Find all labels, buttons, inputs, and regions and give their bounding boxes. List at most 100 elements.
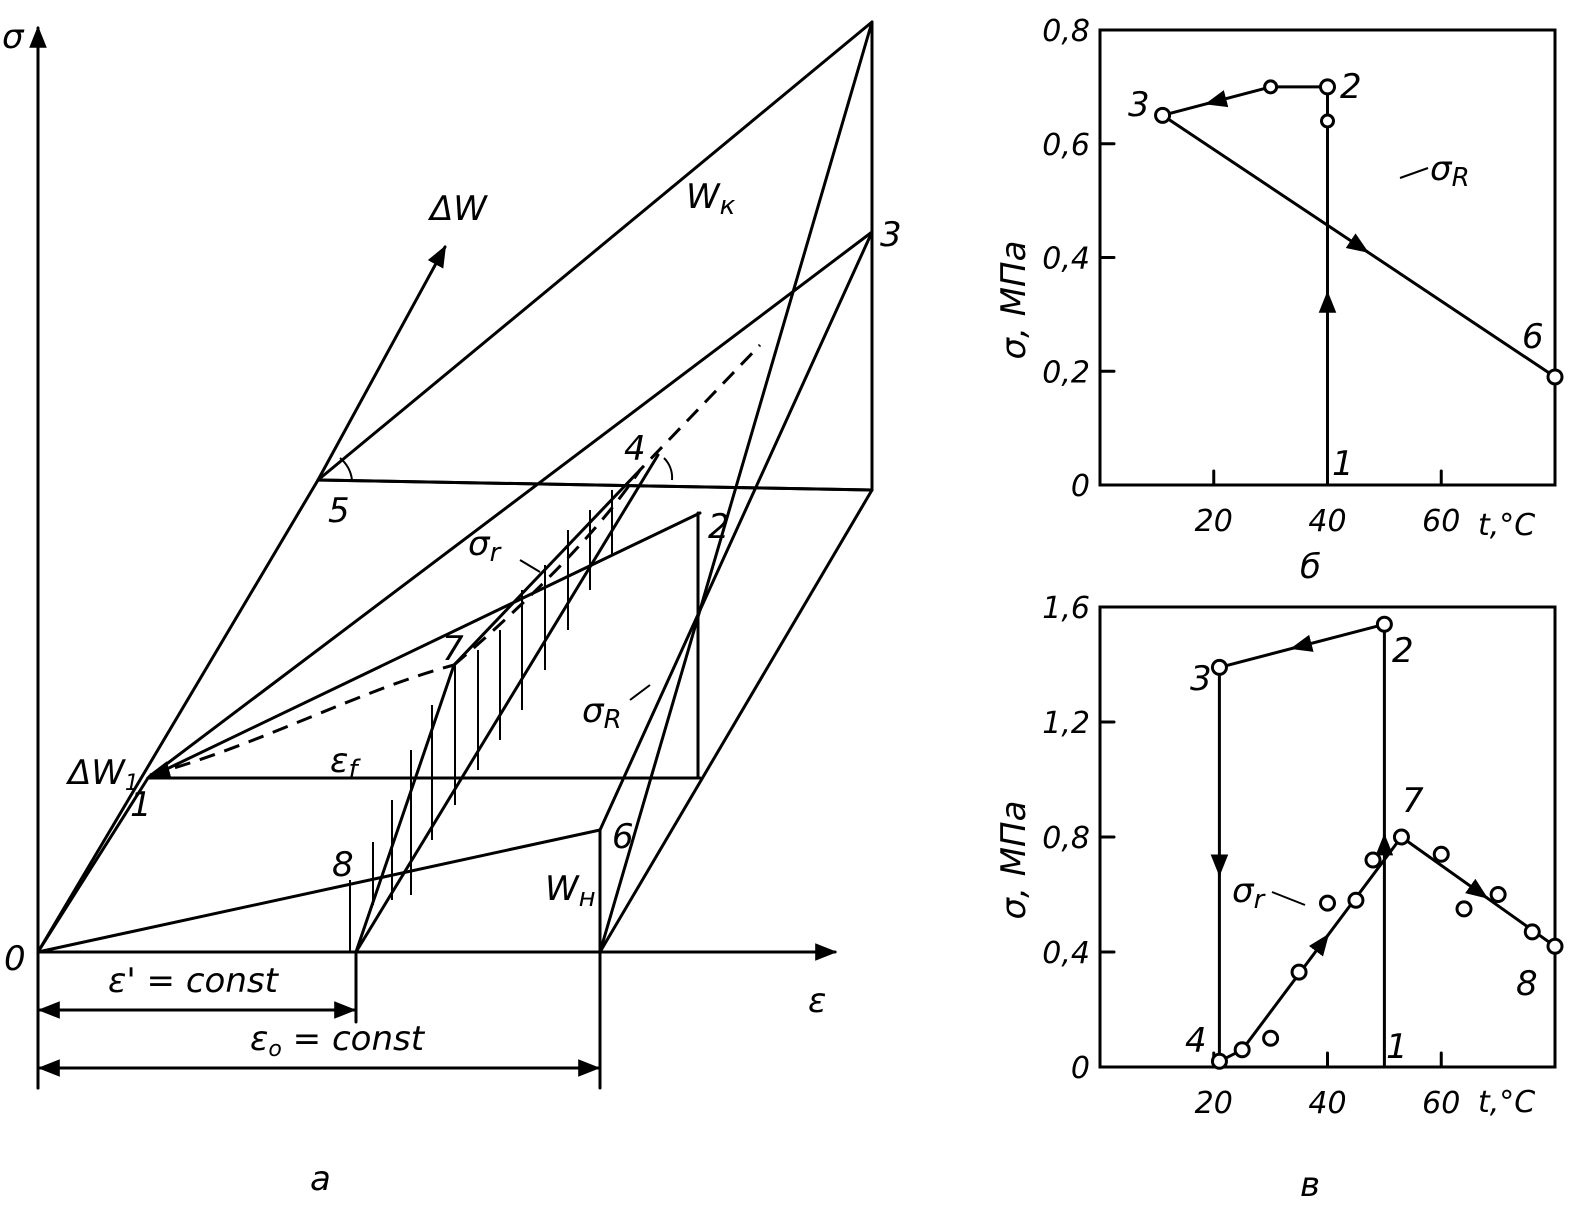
label-point-8: 8 bbox=[332, 845, 354, 885]
data-point bbox=[1319, 78, 1336, 96]
x-tick-label: 20 bbox=[1195, 1086, 1233, 1121]
panel-c-marks bbox=[1210, 615, 1564, 1070]
x-tick-label: 20 bbox=[1195, 504, 1233, 539]
panel-b-series-leader bbox=[1399, 167, 1429, 179]
data-point bbox=[1320, 113, 1335, 129]
label-point-7: 7 bbox=[442, 629, 464, 669]
panel-b-label: б bbox=[1300, 547, 1321, 587]
scatter-point bbox=[1347, 891, 1365, 909]
scatter-point bbox=[1364, 851, 1382, 869]
y-tick-label: 1,2 bbox=[1042, 706, 1090, 741]
label-delta-w: ΔW bbox=[427, 189, 488, 229]
x-tick-label: 40 bbox=[1308, 1086, 1346, 1121]
data-point bbox=[1546, 368, 1564, 386]
line-5-to-4-horizontal bbox=[316, 478, 874, 492]
line-epsprime-to-4 bbox=[354, 453, 660, 954]
label-epsilon-axis: ε bbox=[808, 981, 826, 1021]
label-point-4: 4 bbox=[624, 429, 646, 469]
y-tick-label: 0,8 bbox=[1042, 14, 1090, 49]
line-0-to-6 bbox=[36, 828, 602, 954]
panel-label-a: а bbox=[310, 1159, 331, 1199]
dashed-4-extension bbox=[453, 343, 762, 667]
panel-b-series-line bbox=[1161, 85, 1557, 487]
label-point-5: 5 bbox=[328, 491, 350, 531]
scatter-point bbox=[1432, 845, 1450, 863]
panel-c-xlabel: t,°C bbox=[1478, 1085, 1535, 1120]
x-tick-label: 60 bbox=[1422, 1086, 1460, 1121]
x-tick-label: 60 bbox=[1422, 504, 1460, 539]
label-point-1: 1 bbox=[130, 785, 152, 825]
direction-arrow bbox=[1308, 933, 1330, 957]
y-tick-label: 0,4 bbox=[1042, 242, 1090, 277]
panel-a-diagram: σ ε 0 1 2 3 4 5 6 7 8 ΔW ΔW1 Wк Wн σr σR… bbox=[2, 17, 902, 1199]
direction-arrow bbox=[1345, 233, 1369, 254]
panel-c-point-3: 3 bbox=[1190, 659, 1212, 699]
label-sigma-axis: σ bbox=[2, 17, 25, 57]
scatter-point bbox=[1319, 894, 1336, 912]
panel-c-point-4: 4 bbox=[1185, 1021, 1207, 1061]
line-1-to-3 bbox=[146, 230, 874, 780]
panel-b-xlabel: t,°C bbox=[1478, 508, 1535, 543]
label-point-3: 3 bbox=[880, 215, 902, 255]
y-tick-label: 0,4 bbox=[1042, 936, 1090, 971]
y-tick-label: 0,2 bbox=[1042, 355, 1090, 390]
line-6-to-3-right bbox=[598, 488, 874, 954]
panel-b-marks bbox=[1154, 78, 1564, 487]
panel-b-point-1: 1 bbox=[1332, 444, 1354, 484]
panel-b-point-2: 2 bbox=[1340, 67, 1362, 107]
hatched-area bbox=[349, 490, 613, 952]
label-epsilon-f: εf bbox=[330, 741, 361, 785]
leader-sigma-r bbox=[519, 559, 541, 573]
line-0-to-1 bbox=[36, 776, 150, 954]
y-tick-label: 1,6 bbox=[1042, 591, 1090, 626]
scatter-point bbox=[1290, 963, 1308, 981]
panel-c-ylabel: σ, МПа bbox=[994, 801, 1034, 920]
panel-c-point-7: 7 bbox=[1402, 781, 1424, 821]
y-tick-label: 0,6 bbox=[1042, 128, 1090, 163]
label-sigma-r-small: σr bbox=[468, 524, 503, 568]
label-eps-zero: εo = const bbox=[250, 1019, 426, 1062]
label-sigma-R: σR bbox=[582, 691, 622, 735]
scatter-point bbox=[1523, 923, 1541, 941]
label-origin: 0 bbox=[4, 939, 26, 979]
y-tick-label: 0 bbox=[1071, 1051, 1090, 1086]
y-tick-label: 0 bbox=[1071, 469, 1090, 504]
scatter-point bbox=[1546, 937, 1564, 955]
path-point bbox=[1375, 615, 1393, 633]
panel-b-point-6: 6 bbox=[1522, 317, 1544, 357]
angle-arc-4 bbox=[663, 457, 674, 481]
leader-sigma-R bbox=[629, 684, 651, 701]
panel-c-ticks: 20 40 60 0 0,4 0,8 1,2 1,6 bbox=[1042, 591, 1460, 1121]
label-eps-prime: ε' = const bbox=[108, 961, 280, 1001]
direction-arrow bbox=[1290, 634, 1314, 652]
line-1-to-2-upper bbox=[146, 511, 702, 780]
scatter-point bbox=[1392, 828, 1410, 846]
direction-arrow bbox=[1465, 878, 1489, 899]
path-point bbox=[1210, 1052, 1228, 1070]
label-w-n: Wн bbox=[545, 869, 596, 913]
panel-c-series-leader bbox=[1271, 891, 1306, 906]
label-delta-w1: ΔW1 bbox=[65, 753, 139, 796]
panel-c-label: в bbox=[1300, 1165, 1320, 1205]
line-wk-lower bbox=[598, 230, 874, 832]
data-point bbox=[1154, 106, 1172, 124]
panel-c-series-line bbox=[1217, 622, 1557, 1069]
line-8-to-7 bbox=[354, 663, 456, 954]
path-point bbox=[1210, 658, 1228, 676]
angle-arc-5 bbox=[339, 457, 353, 481]
scatter-point bbox=[1455, 900, 1473, 918]
data-point bbox=[1263, 79, 1279, 95]
panel-b-ylabel: σ, МПа bbox=[994, 241, 1034, 360]
panel-c-point-2: 2 bbox=[1392, 631, 1414, 671]
label-point-2: 2 bbox=[708, 507, 730, 547]
y-tick-label: 0,8 bbox=[1042, 821, 1090, 856]
scatter-point bbox=[1262, 1029, 1280, 1047]
line-7-to-4 bbox=[452, 468, 642, 667]
panel-c-point-8: 8 bbox=[1516, 964, 1538, 1004]
x-tick-label: 40 bbox=[1308, 504, 1346, 539]
label-w-k: Wк bbox=[686, 177, 736, 221]
panel-c-series-label: σr bbox=[1232, 871, 1267, 915]
